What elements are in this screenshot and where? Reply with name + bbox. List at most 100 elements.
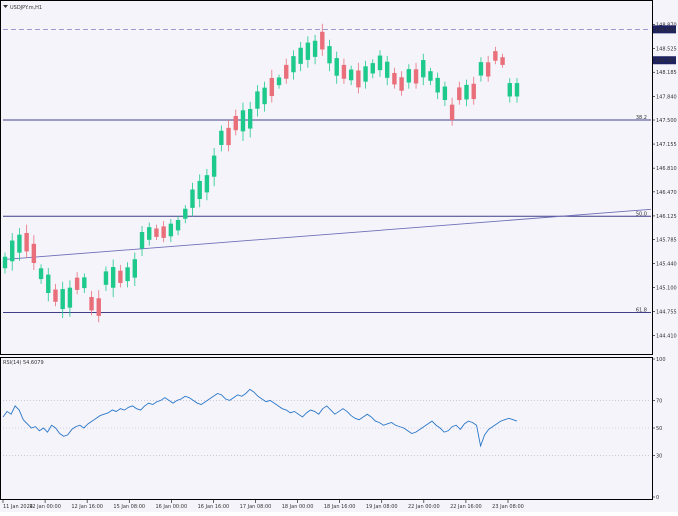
time-tick-label: 16 Jan 00:00 [155, 504, 187, 510]
bull-candle [175, 220, 181, 231]
time-tick-label: 18 Jan 16:00 [324, 504, 356, 510]
fib-level-label: 61.8 [636, 308, 647, 314]
bull-candle [298, 47, 303, 64]
bull-candle [363, 66, 368, 82]
time-tick-label: 16 Jan 16:00 [198, 504, 230, 510]
bull-candle [139, 232, 145, 249]
bull-candle [247, 108, 253, 129]
bull-candle [82, 277, 87, 289]
rsi-axis: 100 70 50 30 0 [3, 357, 666, 501]
bull-candle [334, 58, 339, 76]
price-tick-label: 147.155 [656, 142, 677, 148]
bull-candle [255, 91, 260, 109]
time-tick-label: 12 Jan 16:00 [71, 504, 103, 510]
bear-candle [118, 270, 123, 283]
bull-candle [17, 234, 22, 253]
rsi-tick-label: 70 [656, 398, 662, 404]
bull-candle [103, 271, 109, 285]
bull-candle [204, 175, 210, 193]
bull-candle [442, 86, 448, 100]
time-tick-label: 17 Jan 08:00 [240, 504, 272, 510]
price-tick-label: 145.785 [656, 238, 677, 244]
dashed-level-tag [653, 25, 676, 34]
bull-candle [428, 71, 433, 81]
price-tick-label: 144.410 [656, 334, 677, 340]
bull-candle [2, 256, 8, 269]
bear-candle [341, 64, 347, 79]
bear-candle [284, 64, 289, 79]
price-tick-label: 145.100 [656, 285, 677, 291]
time-tick-label: 19 Jan 08:00 [366, 504, 398, 510]
bull-candle [60, 289, 65, 310]
bull-candle [262, 87, 267, 105]
bear-candle [399, 77, 404, 91]
bull-candle [276, 77, 282, 86]
price-tick-label: 146.810 [656, 166, 677, 172]
time-tick-label: 23 Jan 08:00 [492, 504, 524, 510]
bull-candle [312, 40, 318, 57]
bear-candle [392, 72, 397, 85]
fib-level-label: 38.2 [636, 115, 647, 121]
bear-candle [320, 31, 325, 50]
bull-candle [10, 240, 15, 262]
bull-candle [240, 110, 246, 132]
dashed-level-label: 148.800 [655, 27, 676, 33]
time-tick-label: 11 Jan 2024 [3, 504, 33, 510]
price-pane-border [0, 0, 653, 355]
bull-candle [327, 46, 332, 64]
bear-candle [457, 87, 462, 101]
bear-candle [24, 233, 29, 252]
rsi-tick-label: 100 [656, 357, 666, 363]
bear-candle [89, 297, 94, 311]
bear-candle [233, 116, 238, 131]
time-tick-label: 18 Jan 00:00 [282, 504, 314, 510]
dropdown-icon[interactable] [3, 5, 8, 8]
symbol-header: USDJPY.m,H1 [3, 5, 42, 11]
time-tick-label: 22 Jan 00:00 [408, 504, 440, 510]
price-tick-label: 144.755 [656, 309, 677, 315]
bull-candle [464, 84, 469, 100]
price-tick-label: 147.840 [656, 94, 677, 100]
bull-candle [197, 180, 202, 200]
bull-candle [168, 223, 174, 237]
rsi-pane-border [0, 357, 653, 500]
bear-candle [161, 226, 166, 238]
bear-candle [485, 62, 491, 77]
bear-candle [226, 127, 231, 146]
rsi-plot [2, 388, 518, 448]
bull-candle [421, 60, 426, 78]
bear-candle [356, 70, 361, 88]
rsi-label: RSI(14) 54.6079 [3, 360, 44, 366]
bull-candle [183, 208, 188, 219]
bear-candle [53, 289, 58, 302]
price-tick-label: 148.525 [656, 47, 677, 53]
price-tick-label: 146.470 [656, 190, 677, 196]
bull-candle [38, 268, 44, 280]
fib-level-label: 50.0 [636, 211, 647, 217]
bull-candle [348, 69, 354, 81]
bear-candle [31, 243, 37, 263]
bull-candle [305, 42, 311, 60]
bear-candle [74, 277, 80, 290]
bull-candle [377, 55, 383, 71]
bull-candle [291, 56, 296, 73]
bull-candle [370, 63, 375, 74]
time-tick-label: 22 Jan 16:00 [450, 504, 482, 510]
trendline [2, 208, 652, 260]
bear-candle [413, 69, 419, 84]
bull-candle [435, 77, 440, 93]
bull-candle [514, 83, 520, 97]
bear-candle [500, 57, 505, 65]
bull-candle [211, 155, 217, 177]
bull-candle [190, 189, 195, 208]
price-tick-label: 145.440 [656, 262, 677, 268]
symbol-label: USDJPY.m,H1 [10, 5, 42, 11]
bear-candle [96, 298, 101, 316]
candlesticks [2, 23, 520, 323]
bull-candle [67, 287, 73, 308]
rsi-tick-label: 0 [656, 495, 659, 501]
